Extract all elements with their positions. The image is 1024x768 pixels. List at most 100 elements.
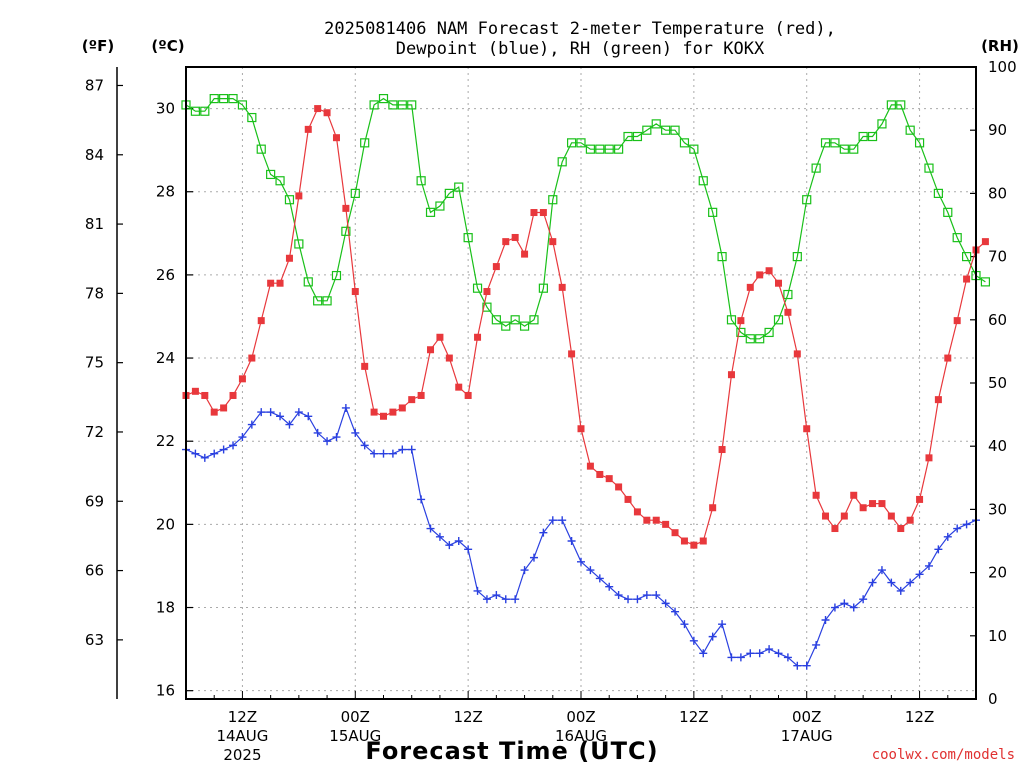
rh-point — [858, 131, 868, 142]
temperature-point — [878, 500, 886, 508]
temperature-point — [859, 504, 867, 512]
time-tick-label: 00Z — [341, 708, 370, 726]
dewpoint-point — [877, 566, 886, 575]
rh-point — [331, 270, 342, 281]
rh-point — [764, 327, 774, 338]
rh-point — [266, 169, 276, 180]
rh-point — [454, 182, 464, 192]
rh-point — [783, 289, 793, 300]
rh-point — [482, 302, 492, 312]
temperature-point — [408, 396, 416, 404]
dewpoint-point — [266, 408, 275, 417]
dewpoint-point — [614, 591, 623, 600]
dewpoint-point — [370, 449, 379, 458]
dewpoint-point — [257, 408, 266, 417]
temperature-point — [887, 512, 895, 520]
rh-point — [802, 195, 812, 205]
dewpoint-point — [539, 528, 548, 537]
rh-point — [501, 321, 511, 331]
temperature-point — [916, 495, 924, 503]
dewpoint-point — [200, 453, 209, 462]
dewpoint-point — [398, 445, 407, 454]
temperature-point — [389, 408, 397, 416]
dewpoint-point — [953, 524, 962, 533]
fahrenheit-tick-label: 78 — [85, 284, 104, 302]
dewpoint-point — [529, 553, 538, 562]
time-tick-label: 12Z — [228, 708, 257, 726]
temperature-point — [680, 537, 688, 545]
series-group — [181, 93, 991, 670]
dewpoint-point — [830, 603, 839, 612]
temperature-point — [709, 504, 717, 512]
temperature-point — [925, 454, 933, 462]
rh-tick-label: 100 — [988, 58, 1017, 76]
rh-point — [237, 100, 248, 110]
rh-point — [980, 277, 991, 287]
dewpoint-point — [642, 591, 651, 600]
temperature-point — [502, 238, 510, 246]
temperature-point — [342, 204, 350, 212]
temperature-point — [690, 541, 698, 549]
temperature-point — [295, 192, 303, 200]
temperature-point — [812, 491, 820, 499]
temperature-point — [822, 512, 830, 520]
temperature-point — [633, 508, 641, 516]
dewpoint-point — [351, 428, 360, 437]
dewpoint-point — [783, 653, 792, 662]
temperature-point — [699, 537, 707, 545]
rh-point — [576, 138, 586, 148]
rh-tick-label: 40 — [988, 437, 1007, 455]
celsius-tick-label: 24 — [156, 349, 175, 367]
temperature-point — [746, 283, 754, 291]
rh-point — [604, 144, 614, 154]
dewpoint-point — [887, 578, 896, 587]
temperature-point — [436, 333, 444, 341]
dewpoint-point — [558, 516, 567, 525]
dewpoint-point — [633, 595, 642, 604]
dewpoint-point — [906, 578, 915, 587]
temperature-point — [906, 516, 914, 524]
dewpoint-point — [247, 420, 256, 429]
rh-point — [632, 131, 643, 142]
rh-point — [463, 233, 473, 243]
dewpoint-point — [661, 599, 670, 608]
celsius-tick-label: 22 — [156, 432, 175, 450]
rh-point — [708, 207, 718, 217]
rh-axis-unit: (RH) — [981, 37, 1019, 55]
rh-point — [642, 125, 652, 135]
dewpoint-point — [774, 649, 783, 658]
rh-point — [209, 93, 219, 104]
rh-point — [698, 176, 708, 186]
rh-point — [585, 144, 596, 154]
rh-tick-label: 90 — [988, 121, 1007, 139]
year-label: 2025 — [223, 746, 261, 764]
rh-point — [914, 138, 925, 148]
rh-tick-label: 70 — [988, 248, 1007, 266]
dewpoint-point — [341, 403, 350, 412]
rh-point — [350, 188, 360, 198]
date-label: 16AUG — [555, 727, 607, 745]
dewpoint-point — [765, 645, 774, 654]
time-tick-label: 00Z — [566, 708, 595, 726]
temperature-point — [831, 525, 839, 533]
temperature-point — [191, 387, 199, 395]
rh-tick-label: 50 — [988, 374, 1007, 392]
dewpoint-point — [624, 595, 633, 604]
dewpoint-point — [379, 449, 388, 458]
temperature-point — [521, 250, 529, 258]
dewpoint-point — [473, 586, 482, 595]
dewpoint-point — [276, 412, 285, 421]
temperature-point — [229, 391, 237, 399]
rh-point — [510, 315, 520, 325]
rh-point — [717, 252, 727, 262]
rh-point — [726, 315, 737, 325]
temperature-line — [185, 107, 986, 546]
temperature-point — [568, 350, 576, 358]
rh-point — [830, 138, 840, 148]
celsius-tick-label: 28 — [156, 183, 175, 201]
dewpoint-point — [435, 532, 444, 541]
temperature-point — [718, 446, 726, 454]
rh-point — [378, 93, 389, 104]
rh-point — [491, 315, 501, 325]
fahrenheit-tick-label: 69 — [85, 492, 104, 510]
